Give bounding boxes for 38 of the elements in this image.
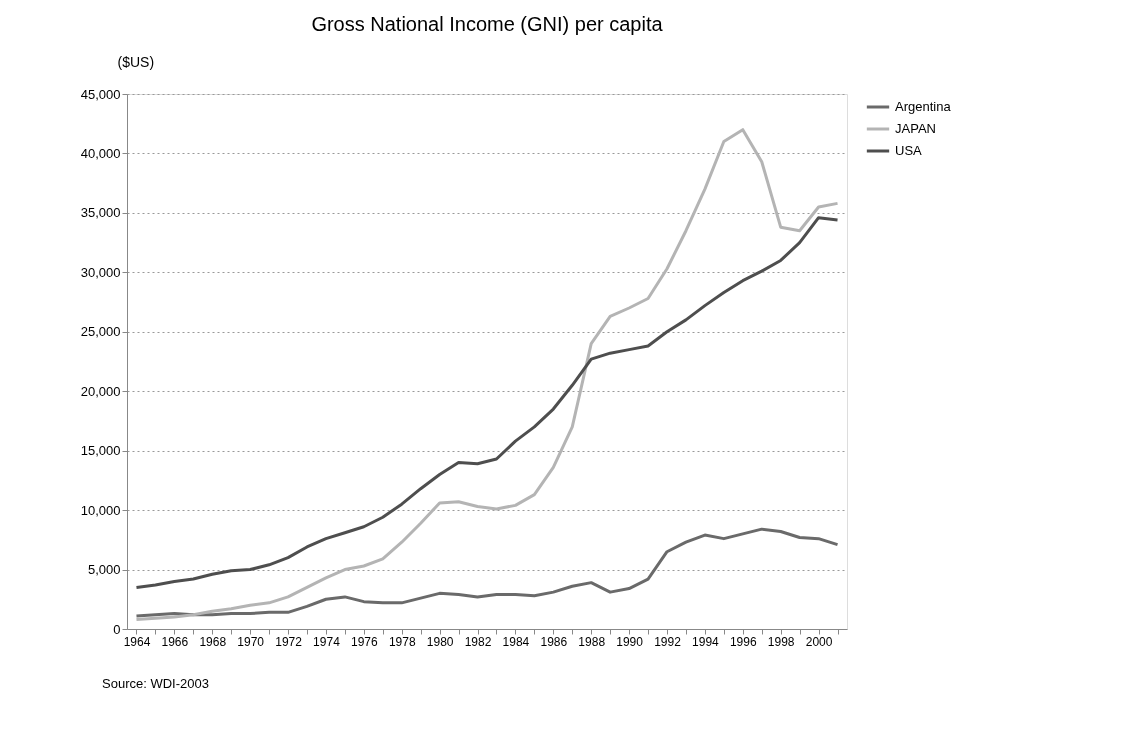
- y-tick-label: 35,000: [80, 205, 121, 221]
- y-tick-label: 5,000: [87, 562, 121, 578]
- x-tick-label: 1980: [426, 634, 454, 649]
- y-tick-label: 25,000: [80, 324, 121, 340]
- x-tick-label: 1990: [616, 634, 644, 649]
- x-tick-label: 1966: [161, 634, 189, 649]
- y-tick-label: 0: [113, 621, 121, 637]
- x-tick-label: 1964: [123, 634, 151, 649]
- y-axis-title: ($US): [117, 53, 155, 70]
- y-tick-label: 30,000: [80, 264, 121, 280]
- y-tick-label: 20,000: [80, 383, 121, 399]
- legend-label: USA: [895, 143, 923, 158]
- line-series: [134, 216, 840, 589]
- x-tick-label: 1972: [275, 634, 303, 649]
- x-tick-label: 1994: [692, 634, 720, 649]
- x-tick-label: 2000: [805, 634, 833, 649]
- line-series: [134, 527, 840, 618]
- line-series: [134, 128, 840, 621]
- source-note: Source: WDI-2003: [102, 676, 209, 691]
- legend-label: JAPAN: [895, 121, 936, 136]
- x-tick-label: 1998: [767, 634, 795, 649]
- y-tick-label: 10,000: [80, 502, 121, 518]
- legend-label: Argentina: [895, 99, 952, 114]
- y-tick-label: 45,000: [80, 86, 121, 102]
- x-tick-label: 1970: [237, 634, 265, 649]
- x-tick-label: 1974: [313, 634, 341, 649]
- x-tick-label: 1984: [502, 634, 530, 649]
- y-tick-label: 40,000: [80, 145, 121, 161]
- x-tick-label: 1976: [350, 634, 379, 649]
- x-tick-label: 1988: [578, 634, 606, 649]
- y-tick-label: 15,000: [80, 443, 121, 459]
- x-tick-label: 1986: [540, 634, 568, 649]
- x-tick-label: 1978: [388, 634, 416, 649]
- x-tick-label: 1968: [199, 634, 227, 649]
- chart-title: Gross National Income (GNI) per capita: [311, 13, 664, 35]
- x-tick-label: 1982: [464, 634, 492, 649]
- x-tick-label: 1996: [729, 634, 757, 649]
- x-tick-label: 1992: [654, 634, 682, 649]
